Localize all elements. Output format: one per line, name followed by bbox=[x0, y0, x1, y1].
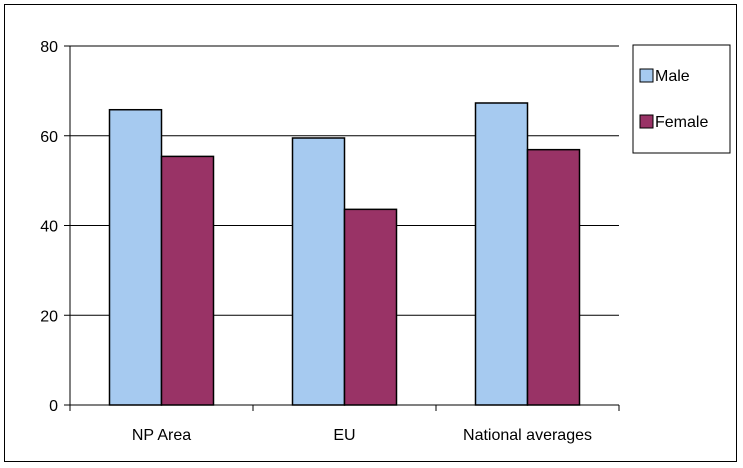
legend-box bbox=[632, 44, 731, 154]
y-tick-label: 60 bbox=[40, 129, 58, 146]
bar-male-2 bbox=[474, 102, 529, 406]
y-tick-label: 20 bbox=[40, 308, 58, 325]
legend-swatch-male bbox=[639, 68, 654, 83]
legend-label-male: Male bbox=[655, 68, 690, 85]
y-tick-label: 40 bbox=[40, 219, 58, 236]
bar-male-1 bbox=[291, 137, 346, 406]
legend-label-female: Female bbox=[655, 114, 708, 131]
y-tick-labels: 0 20 40 60 80 bbox=[40, 39, 58, 415]
bar-male-0 bbox=[108, 108, 163, 406]
x-tick-label: NP Area bbox=[132, 427, 191, 444]
bar-female-0 bbox=[160, 155, 215, 406]
bar-female-2 bbox=[526, 148, 581, 406]
x-tick-labels: NP Area EU National averages bbox=[132, 427, 592, 444]
bar-female-1 bbox=[343, 208, 398, 406]
y-tick-label: 80 bbox=[40, 39, 58, 56]
y-tick-label: 0 bbox=[49, 398, 58, 415]
legend-swatch-female bbox=[639, 114, 654, 129]
x-tick-label: EU bbox=[333, 427, 355, 444]
legend: Male Female bbox=[632, 44, 731, 154]
axes bbox=[64, 45, 620, 411]
bars bbox=[108, 102, 581, 406]
x-tick-label: National averages bbox=[463, 427, 592, 444]
